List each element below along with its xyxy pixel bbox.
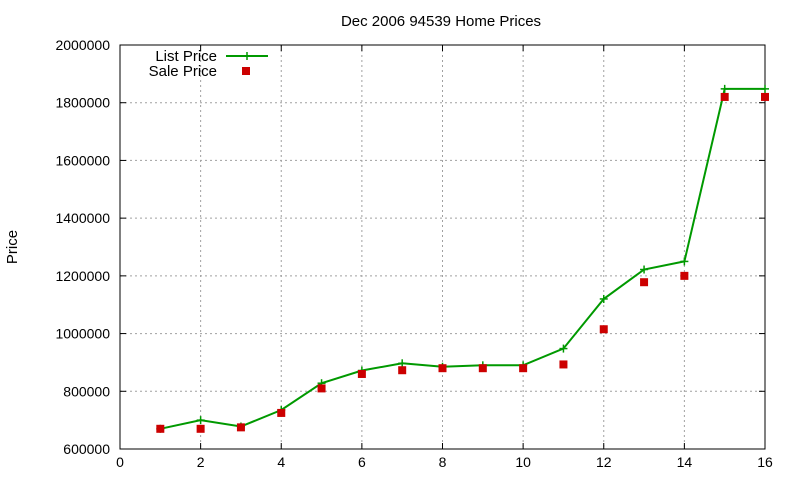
list-price-point <box>680 257 689 266</box>
sale-price-point <box>519 364 528 373</box>
y-tick-label: 1000000 <box>55 326 110 342</box>
sale-price-point <box>438 364 447 373</box>
legend-label-list-price: List Price <box>155 48 217 65</box>
y-axis-label: Price <box>4 230 21 264</box>
sale-price-point <box>761 92 769 101</box>
y-tick-label: 1800000 <box>55 95 110 111</box>
sale-price-point <box>398 366 407 375</box>
series <box>156 84 769 433</box>
series-line-list-price <box>160 87 765 430</box>
y-tick-label: 1200000 <box>55 268 110 284</box>
list-price-point <box>761 84 769 93</box>
sale-price-point <box>559 360 568 369</box>
sale-price-point <box>720 92 729 101</box>
y-tick-label: 1600000 <box>55 152 110 168</box>
x-tick-label: 6 <box>358 454 366 470</box>
grid <box>120 45 765 449</box>
x-tick-label: 4 <box>277 454 285 470</box>
list-price-point <box>559 344 568 353</box>
x-tick-label: 12 <box>596 454 612 470</box>
y-tick-label: 800000 <box>63 383 110 399</box>
sale-price-point <box>156 424 165 433</box>
list-price-point <box>398 359 407 368</box>
sale-price-point <box>599 325 608 334</box>
sale-price-point <box>236 423 245 432</box>
axis-ticks: 0 2 4 6 8 10 12 14 16 600000 800000 1000000 1200000 1… <box>55 37 773 470</box>
sale-price-point <box>277 408 286 417</box>
chart-title: Dec 2006 94539 Home Prices <box>341 13 541 30</box>
list-price-point <box>599 294 608 303</box>
sale-price-point <box>680 271 689 280</box>
y-tick-label: 2000000 <box>55 37 110 53</box>
legend-label-sale-price: Sale Price <box>149 63 217 80</box>
sale-price-point <box>478 364 487 373</box>
x-tick-label: 14 <box>677 454 693 470</box>
legend-marker-sale-price <box>242 67 250 75</box>
x-tick-label: 2 <box>197 454 205 470</box>
sale-price-point <box>357 369 366 378</box>
sale-price-point <box>640 278 649 287</box>
x-tick-label: 16 <box>757 454 773 470</box>
sale-price-point <box>317 384 326 393</box>
x-tick-label: 10 <box>515 454 531 470</box>
sale-price-point <box>196 424 205 433</box>
x-tick-label: 0 <box>116 454 124 470</box>
y-tick-label: 1400000 <box>55 210 110 226</box>
y-tick-label: 600000 <box>63 441 110 457</box>
list-price-point <box>720 84 729 93</box>
legend-marker-list-price <box>243 52 251 60</box>
legend: List Price Sale Price <box>149 48 268 80</box>
list-price-point <box>196 416 205 425</box>
x-tick-label: 8 <box>439 454 447 470</box>
list-price-point <box>640 265 649 274</box>
